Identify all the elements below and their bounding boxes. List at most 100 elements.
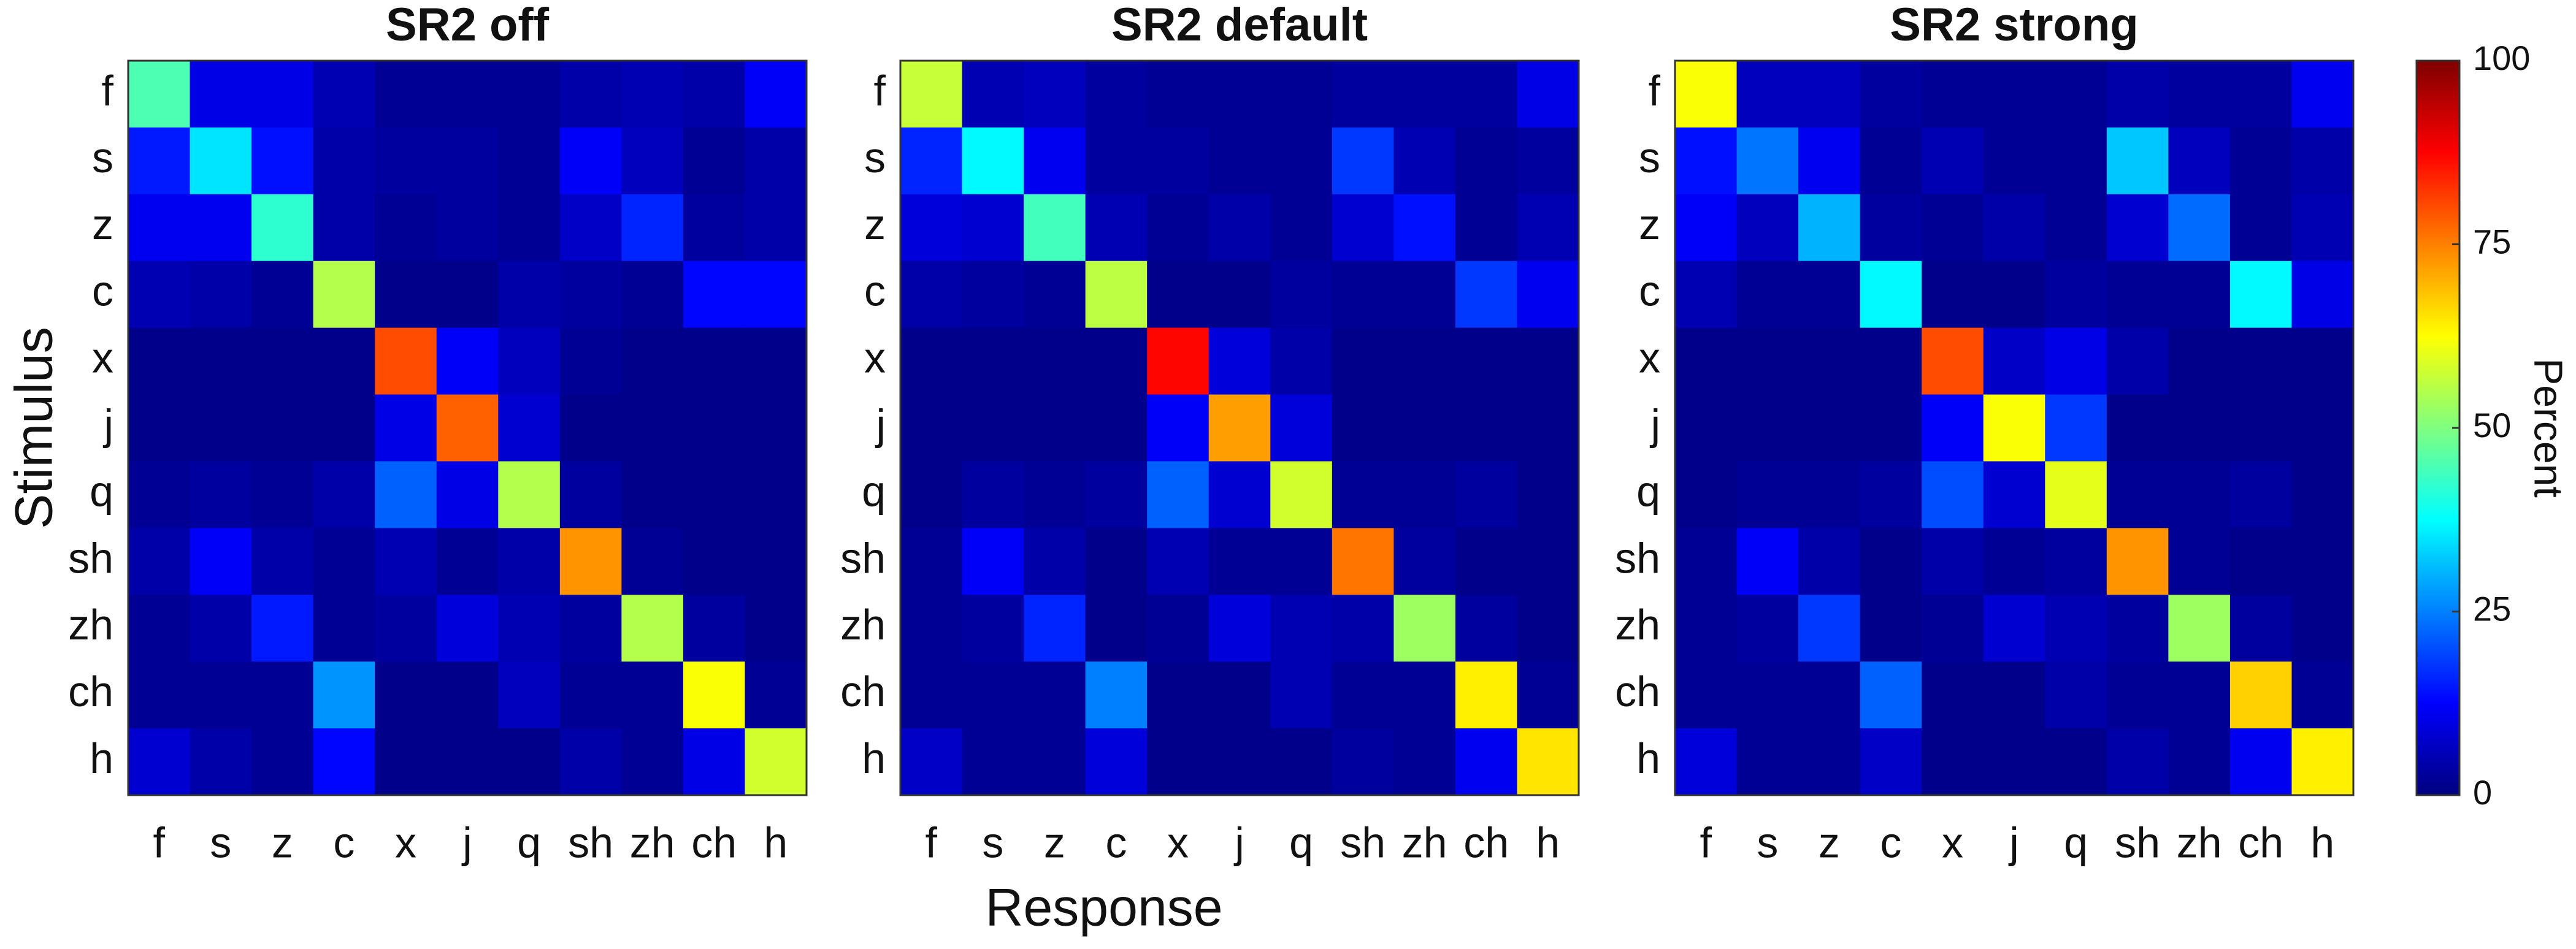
heatmap-cell <box>2168 661 2231 729</box>
heatmap-cell <box>1393 461 1456 528</box>
heatmap-cell <box>498 61 561 128</box>
heatmap-cell <box>251 661 314 729</box>
panel-title: SR2 default <box>1111 0 1368 51</box>
heatmap-cell <box>745 127 807 195</box>
heatmap-cell <box>190 595 252 662</box>
heatmap-cell <box>1736 327 1799 395</box>
heatmap-cell <box>1983 327 2045 395</box>
heatmap-cell <box>1798 261 1861 329</box>
heatmap-cell <box>128 595 191 662</box>
heatmap-cell <box>1798 528 1861 595</box>
heatmap-cell <box>1024 661 1086 729</box>
heatmap-cell <box>1208 461 1271 528</box>
heatmap-cell <box>1675 61 1738 128</box>
heatmap-cell <box>436 327 499 395</box>
heatmap-cell <box>559 461 622 528</box>
y-tick-label: x <box>1639 334 1660 382</box>
heatmap-cell <box>313 127 375 195</box>
heatmap-cell <box>1736 728 1799 796</box>
heatmap-cell <box>498 661 561 729</box>
heatmap-cell <box>375 261 437 329</box>
heatmap-cell <box>1922 461 1984 528</box>
heatmap-cell <box>128 728 191 796</box>
heatmap-cell <box>128 327 191 395</box>
heatmap-cell <box>1208 595 1271 662</box>
heatmap-cell <box>2168 327 2231 395</box>
heatmap-cell <box>1983 595 2045 662</box>
heatmap-cell <box>251 194 314 262</box>
heatmap-cell <box>1675 461 1738 528</box>
heatmap-cell <box>1270 528 1333 595</box>
heatmap-cell <box>190 461 252 528</box>
heatmap-cell <box>1983 261 2045 329</box>
x-tick-label: c <box>1105 818 1127 866</box>
heatmap-cell <box>683 327 745 395</box>
heatmap-cell <box>1393 327 1456 395</box>
heatmap-cell <box>1270 127 1333 195</box>
heatmap-cell <box>251 61 314 128</box>
heatmap-cell <box>1922 528 1984 595</box>
heatmap-cell <box>1517 394 1579 462</box>
heatmap-cell <box>2291 528 2354 595</box>
x-tick-label: zh <box>630 818 675 866</box>
heatmap-cell <box>2045 595 2107 662</box>
heatmap-cell <box>2045 461 2107 528</box>
y-tick-label: s <box>864 134 886 181</box>
heatmap-cell <box>2106 461 2169 528</box>
heatmap-cell <box>1147 327 1209 395</box>
y-tick-label: x <box>864 334 886 382</box>
heatmap-cell <box>621 661 684 729</box>
heatmap-cell <box>1208 194 1271 262</box>
heatmap-cell <box>683 595 745 662</box>
heatmap-cell <box>1332 261 1394 329</box>
heatmap-cell <box>190 661 252 729</box>
heatmap-cell <box>1860 661 1922 729</box>
x-tick-label: c <box>1880 818 1901 866</box>
y-tick-label: f <box>874 67 886 115</box>
heatmap-cell <box>745 528 807 595</box>
heatmap-cell <box>900 61 963 128</box>
heatmap-cell <box>251 261 314 329</box>
heatmap-cell <box>900 127 963 195</box>
heatmap-cell <box>1208 127 1271 195</box>
heatmap-cell <box>1922 127 1984 195</box>
x-tick-label: f <box>926 818 938 866</box>
heatmap-cell <box>375 728 437 796</box>
y-tick-label: j <box>1649 400 1660 448</box>
heatmap-cell <box>128 528 191 595</box>
heatmap-cell <box>1270 327 1333 395</box>
heatmap-cell <box>683 661 745 729</box>
y-tick-label: j <box>875 400 886 448</box>
x-tick-label: sh <box>2115 818 2160 866</box>
heatmap-cell <box>1147 394 1209 462</box>
heatmap-cell <box>128 61 191 128</box>
colorbar-tick-label: 25 <box>2473 589 2511 628</box>
heatmap-cell <box>2291 728 2354 796</box>
heatmap-cell <box>498 394 561 462</box>
heatmap-cell <box>2229 327 2292 395</box>
heatmap-cell <box>962 461 1024 528</box>
x-tick-label: q <box>1289 818 1313 866</box>
heatmap-cell <box>1798 327 1861 395</box>
heatmap-cell <box>1455 127 1517 195</box>
heatmap-cell <box>1798 661 1861 729</box>
heatmap-cell <box>1208 394 1271 462</box>
heatmap-cell <box>683 194 745 262</box>
heatmap-cell <box>1085 127 1148 195</box>
y-tick-label: j <box>102 400 113 448</box>
heatmap-cell <box>621 394 684 462</box>
heatmap-cell <box>190 728 252 796</box>
x-tick-label: j <box>1233 818 1244 866</box>
x-tick-label: sh <box>568 818 613 866</box>
heatmap-cell <box>375 327 437 395</box>
heatmap-cell <box>1147 194 1209 262</box>
heatmap-cell <box>683 728 745 796</box>
heatmap-cell <box>2106 61 2169 128</box>
heatmap-cell <box>1393 528 1456 595</box>
heatmap-cell <box>1455 61 1517 128</box>
colorbar-tick-label: 50 <box>2473 406 2511 444</box>
heatmap-cell <box>313 661 375 729</box>
heatmap-cell <box>559 728 622 796</box>
heatmap-cell <box>1024 394 1086 462</box>
heatmap-cell <box>962 728 1024 796</box>
